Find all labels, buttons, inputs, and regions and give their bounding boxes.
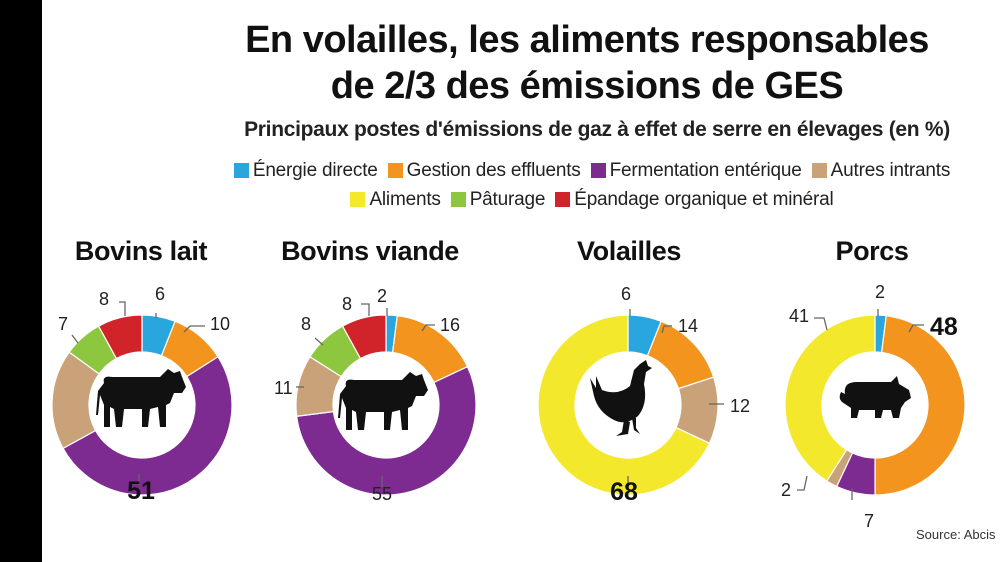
- data-label: 8: [99, 289, 109, 309]
- title-line-1: En volailles, les aliments responsables: [245, 19, 929, 61]
- main-panel: En volailles, les aliments responsables …: [42, 0, 1000, 562]
- leader-line: [814, 317, 828, 331]
- slice-gestion-des-effluents: [874, 315, 966, 496]
- leader-line: [314, 337, 324, 346]
- left-black-bar: [0, 0, 42, 562]
- data-label: 11: [274, 378, 293, 398]
- slice-aliments: [537, 314, 711, 496]
- legend-swatch-paturage: [450, 192, 466, 207]
- data-label: 10: [210, 314, 230, 334]
- chicken-icon: [590, 360, 652, 436]
- donut-1: [295, 314, 477, 496]
- legend-label-autres: Autres intrants: [830, 160, 951, 181]
- data-label: 68: [610, 478, 638, 506]
- chart-title-porcs: Porcs: [835, 236, 909, 266]
- leader-line: [661, 325, 672, 334]
- legend-swatch-energie: [233, 163, 249, 178]
- donut-charts: 61051187821655118861412682487241: [51, 282, 966, 531]
- data-label: 51: [127, 477, 155, 505]
- title-line-2: de 2/3 des émissions de GES: [330, 65, 844, 107]
- leader-line: [71, 334, 79, 344]
- data-label: 48: [930, 313, 958, 341]
- legend-item-effluents: Gestion des effluents: [387, 160, 581, 182]
- leader-line: [797, 475, 808, 491]
- slice--pandage-organique-et-min-ral: [97, 314, 143, 360]
- leader-line: [119, 301, 126, 316]
- legend-swatch-effluents: [387, 163, 403, 178]
- pig-icon: [839, 376, 911, 418]
- data-label: 7: [864, 511, 874, 531]
- data-label: 8: [301, 314, 311, 334]
- chart-title-bovins-viande: Bovins viande: [281, 236, 459, 266]
- data-label: 2: [875, 282, 885, 302]
- donut-3: [784, 314, 966, 496]
- legend-item-autres: Autres intrants: [811, 160, 951, 182]
- source-note: Source: Abcis: [916, 527, 996, 542]
- slice-fermentation-ent-rique: [296, 365, 477, 496]
- legend-label-paturage: Pâturage: [469, 189, 546, 210]
- slice--pandage-organique-et-min-ral: [341, 314, 387, 360]
- leader-line: [421, 324, 435, 332]
- slice-fermentation-ent-rique: [62, 355, 233, 496]
- leader-line: [908, 324, 924, 333]
- data-label: 8: [342, 294, 352, 314]
- cow-icon: [96, 369, 186, 427]
- data-label: 2: [781, 480, 791, 500]
- data-label: 14: [678, 316, 698, 336]
- legend-item-paturage: Pâturage: [450, 189, 546, 211]
- legend-label-epandage: Épandage organique et minéral: [574, 189, 834, 210]
- data-label: 6: [621, 284, 631, 304]
- data-label: 12: [730, 396, 750, 416]
- chart-title-bovins-lait: Bovins lait: [74, 236, 208, 266]
- legend-item-energie: Énergie directe: [233, 160, 378, 182]
- legend-item-aliments: Aliments: [350, 189, 441, 211]
- subtitle: Principaux postes d'émissions de gaz à e…: [244, 118, 950, 141]
- legend-label-energie: Énergie directe: [252, 160, 378, 181]
- chart-title-volailles: Volailles: [577, 236, 681, 266]
- legend-item-epandage: Épandage organique et minéral: [555, 189, 834, 211]
- legend-label-aliments: Aliments: [369, 189, 441, 210]
- data-label: 2: [377, 286, 387, 306]
- data-label: 55: [372, 484, 392, 504]
- legend-swatch-fermentation: [590, 163, 606, 178]
- legend-item-fermentation: Fermentation entérique: [590, 160, 802, 182]
- legend-label-fermentation: Fermentation entérique: [609, 160, 802, 181]
- cow-icon: [338, 372, 428, 430]
- leader-line: [361, 303, 370, 316]
- donut-0: [51, 314, 233, 496]
- donut-2: [537, 314, 719, 496]
- data-label: 41: [789, 306, 809, 326]
- legend-label-effluents: Gestion des effluents: [406, 160, 581, 181]
- legend-swatch-epandage: [555, 192, 571, 207]
- data-label: 16: [440, 315, 460, 335]
- legend-swatch-autres: [811, 163, 827, 178]
- legend-row-1: Énergie directe Gestion des effluents Ferm…: [42, 160, 1000, 182]
- data-label: 6: [155, 284, 165, 304]
- legend-swatch-aliments: [350, 192, 366, 207]
- data-label: 7: [58, 314, 68, 334]
- leader-line: [183, 325, 205, 333]
- slice-aliments: [784, 314, 876, 482]
- legend-row-2: Aliments Pâturage Épandage organique et mi…: [42, 189, 1000, 211]
